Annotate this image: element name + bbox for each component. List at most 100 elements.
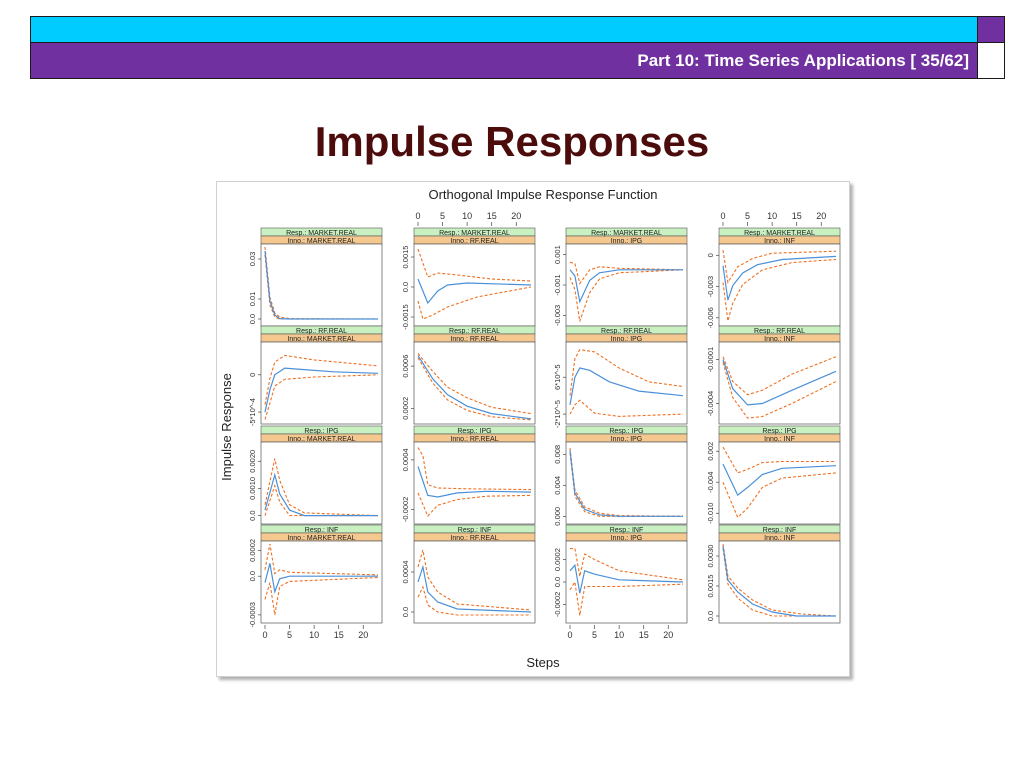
lower-band-line [569, 580, 684, 616]
y-tick-label: 0.0 [248, 314, 257, 324]
panel-plot-area [718, 243, 841, 327]
upper-band-line [722, 250, 837, 284]
upper-band-line [570, 547, 684, 581]
impulse-response-line [417, 278, 532, 305]
strip-resp-label: Resp.: IPG [457, 428, 491, 435]
panel-plot-area [718, 441, 841, 525]
y-tick-label: 6*10^-5 [553, 364, 562, 390]
impulse-response-line [417, 564, 532, 613]
y-tick-label: -0.010 [706, 503, 715, 524]
strip-resp-label: Resp.: RF.REAL [601, 328, 652, 335]
strip-resp-label: Resp.: RF.REAL [754, 328, 805, 335]
panel-plot-area [260, 341, 383, 425]
strip-resp-label: Resp.: INF [458, 527, 491, 534]
panel-plot-area [260, 540, 383, 624]
header-top-bar [30, 16, 978, 42]
impulse-response-line [264, 367, 379, 413]
strip-resp-label: Resp.: MARKET.REAL [439, 230, 510, 237]
x-tick-label: 15 [639, 630, 649, 640]
impulse-response-line [722, 545, 836, 617]
y-tick-label: 0.0 [401, 282, 410, 292]
y-tick-label: 0.0030 [706, 545, 715, 568]
lower-band-line [722, 362, 837, 419]
y-tick-label: -0.001 [553, 274, 562, 295]
x-tick-label: 10 [462, 211, 472, 221]
x-tick-label: 5 [287, 630, 292, 640]
upper-band-line [264, 543, 379, 576]
impulse-response-line [264, 472, 378, 517]
strip-resp-label: Resp.: INF [610, 527, 643, 534]
y-tick-label: -0.0001 [706, 347, 715, 372]
impulse-response-line [722, 463, 837, 497]
y-tick-label: 0.01 [248, 292, 257, 307]
x-axis-label: Steps [526, 655, 560, 670]
strip-resp-label: Resp.: MARKET.REAL [744, 230, 815, 237]
y-tick-label: -0.0015 [401, 304, 410, 329]
slide-title: Impulse Responses [314, 118, 710, 165]
strip-inno-label: Inno.: MARKET.REAL [287, 436, 355, 443]
header-corner-box [977, 42, 1005, 79]
y-tick-label: -0.0002 [553, 592, 562, 617]
y-tick-label: 0.0002 [401, 397, 410, 420]
y-tick-label: 0.0 [706, 611, 715, 621]
upper-band-line [722, 356, 837, 396]
header-corner-block [977, 16, 1005, 42]
y-tick-label: 0.008 [553, 445, 562, 464]
lower-band-line [417, 286, 532, 320]
y-tick-label: 0 [706, 253, 715, 257]
x-tick-label: 20 [511, 211, 521, 221]
y-tick-label: -5*10^-4 [248, 398, 257, 426]
x-tick-label: 0 [720, 211, 725, 221]
panel-plot-area [565, 341, 688, 425]
strip-resp-label: Resp.: RF.REAL [449, 328, 500, 335]
x-tick-label: 5 [745, 211, 750, 221]
y-tick-label: 0.03 [248, 252, 257, 267]
lower-band-line [722, 472, 837, 519]
strip-inno-label: Inno.: RF.REAL [450, 238, 498, 245]
y-tick-label: 0.0 [401, 607, 410, 617]
y-tick-label: 0.0004 [401, 561, 410, 584]
lower-band-line [417, 492, 532, 517]
lower-band-line [417, 357, 532, 421]
y-tick-label: 0.001 [553, 245, 562, 264]
y-tick-label: 0.0015 [401, 246, 410, 269]
y-tick-label: 0.0 [553, 577, 562, 587]
upper-band-line [264, 458, 379, 517]
strip-inno-label: Inno.: IPG [611, 436, 643, 443]
upper-band-line [722, 446, 836, 474]
y-tick-label: -0.0004 [706, 391, 715, 416]
y-tick-label: 0.0002 [553, 548, 562, 571]
strip-inno-label: Inno.: MARKET.REAL [287, 336, 355, 343]
impulse-response-line [722, 255, 837, 301]
y-tick-label: 0.0020 [248, 450, 257, 473]
strip-resp-label: Resp.: IPG [762, 428, 796, 435]
x-tick-label: 10 [614, 630, 624, 640]
upper-band-line [417, 353, 532, 415]
y-tick-label: 0.0004 [401, 448, 410, 471]
upper-band-line [417, 248, 532, 282]
impulse-response-line [417, 466, 532, 498]
strip-resp-label: Resp.: MARKET.REAL [286, 230, 357, 237]
x-tick-label: 5 [440, 211, 445, 221]
impulse-response-line [569, 269, 683, 304]
irf-chart: Orthogonal Impulse Response Function Ste… [219, 187, 841, 670]
y-tick-label: 0.000 [553, 507, 562, 526]
upper-band-line [569, 261, 684, 285]
x-tick-label: 15 [792, 211, 802, 221]
y-tick-label: -0.003 [706, 276, 715, 297]
x-tick-label: 0 [567, 630, 572, 640]
x-tick-label: 20 [816, 211, 826, 221]
y-tick-label: 0.0006 [401, 355, 410, 378]
impulse-response-line [569, 367, 684, 406]
panel-plot-area [413, 441, 536, 525]
panel-plot-area [718, 540, 841, 624]
